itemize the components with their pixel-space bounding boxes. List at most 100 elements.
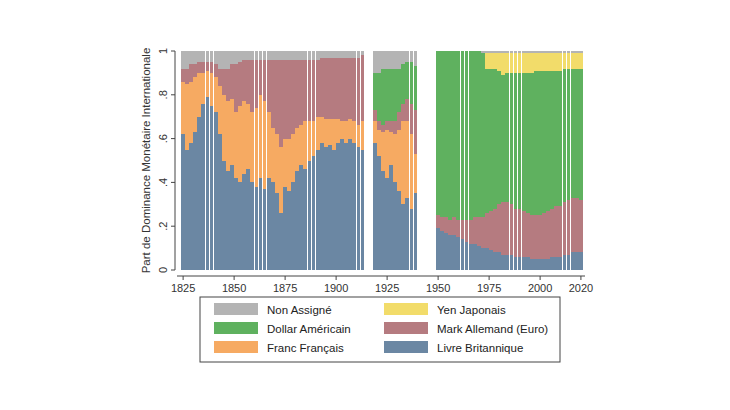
- bar-segment: [510, 204, 514, 254]
- bar-segment: [444, 51, 448, 52]
- bar-segment: [579, 200, 583, 253]
- bar-segment: [226, 69, 230, 102]
- bar-segment: [485, 53, 489, 68]
- bar-segment: [397, 130, 401, 191]
- bar-segment: [185, 150, 189, 270]
- bar-segment: [328, 58, 332, 119]
- bar-segment: [287, 60, 291, 139]
- bar-segment: [299, 51, 303, 60]
- legend-label: Livre Britannique: [437, 342, 523, 354]
- bar-segment: [226, 51, 230, 69]
- x-tick-label: 1975: [477, 282, 501, 294]
- bar-segment: [332, 150, 336, 270]
- bar-segment: [201, 104, 205, 270]
- bar-segment: [197, 117, 201, 270]
- legend-swatch: [214, 303, 258, 315]
- bar-segment: [238, 106, 242, 183]
- bar-segment: [336, 119, 340, 143]
- bar-segment: [320, 143, 324, 270]
- bar-segment: [222, 69, 226, 95]
- bar-segment: [473, 51, 477, 52]
- bar-segment: [575, 69, 579, 198]
- bar-segment: [481, 53, 485, 217]
- bar-segment: [456, 220, 460, 238]
- bar-segment: [469, 51, 473, 220]
- legend-swatch: [214, 341, 258, 353]
- bar-segment: [214, 77, 218, 112]
- legend-swatch: [384, 322, 428, 334]
- bar-segment: [546, 211, 550, 259]
- bar-segment: [308, 161, 312, 271]
- bar-segment: [501, 51, 505, 53]
- bar-segment: [448, 51, 452, 52]
- bar-segment: [393, 51, 397, 69]
- bar-segment: [279, 51, 283, 60]
- bar-segment: [377, 156, 381, 270]
- bar-segment: [554, 206, 558, 256]
- bar-segment: [234, 112, 238, 178]
- bar-segment: [481, 51, 485, 53]
- bar-segment: [389, 165, 393, 270]
- bar-segment: [542, 71, 546, 213]
- x-tick-label: 1825: [171, 282, 195, 294]
- bar-segment: [250, 112, 254, 182]
- bar-segment: [456, 51, 460, 52]
- bar-segment: [510, 51, 514, 53]
- bar-segment: [397, 51, 401, 69]
- bars: [181, 51, 583, 270]
- bar-segment: [361, 55, 365, 121]
- bar-segment: [328, 51, 332, 58]
- bar-segment: [295, 171, 299, 270]
- bar-segment: [440, 217, 444, 230]
- bar-segment: [514, 209, 518, 257]
- bar-segment: [563, 53, 567, 68]
- bar-segment: [436, 51, 440, 52]
- bar-segment: [501, 255, 505, 270]
- bar-segment: [493, 252, 497, 270]
- bar-segment: [263, 189, 267, 270]
- bar-segment: [226, 171, 230, 270]
- legend-label: Mark Allemand (Euro): [437, 323, 548, 335]
- bar-segment: [185, 51, 189, 69]
- bar-segment: [295, 60, 299, 128]
- bar-segment: [373, 121, 377, 143]
- bar-segment: [461, 51, 465, 52]
- bar-segment: [514, 51, 518, 53]
- bar-segment: [501, 53, 505, 75]
- bar-segment: [210, 62, 214, 73]
- x-tick: [234, 276, 235, 280]
- y-tick: [171, 94, 175, 95]
- bar-segment: [303, 169, 307, 270]
- bar-segment: [473, 244, 477, 270]
- bar-segment: [381, 69, 385, 126]
- bar-segment: [328, 119, 332, 145]
- bar-segment: [397, 69, 401, 113]
- bar-segment: [465, 51, 469, 52]
- bar-segment: [344, 51, 348, 58]
- bar-segment: [267, 112, 271, 178]
- bar-segment: [185, 69, 189, 84]
- bar-segment: [493, 51, 497, 53]
- bar-segment: [263, 60, 267, 102]
- bar-segment: [255, 187, 259, 270]
- bar-segment: [477, 246, 481, 270]
- bar-segment: [246, 60, 250, 104]
- bar-segment: [579, 252, 583, 270]
- bar-segment: [259, 60, 263, 95]
- y-tick: [171, 138, 175, 139]
- bar-segment: [189, 82, 193, 143]
- bar-segment: [452, 51, 456, 217]
- bar-segment: [316, 117, 320, 150]
- bar-segment: [550, 209, 554, 257]
- bar-segment: [554, 53, 558, 71]
- bar-segment: [238, 51, 242, 62]
- bar-segment: [558, 71, 562, 207]
- bar-segment: [567, 255, 571, 270]
- bar-segment: [340, 139, 344, 270]
- bar-segment: [436, 51, 440, 215]
- bar-segment: [222, 161, 226, 271]
- bar-segment: [530, 51, 534, 53]
- bar-segment: [546, 51, 550, 53]
- bar-segment: [522, 53, 526, 73]
- bar-segment: [242, 101, 246, 173]
